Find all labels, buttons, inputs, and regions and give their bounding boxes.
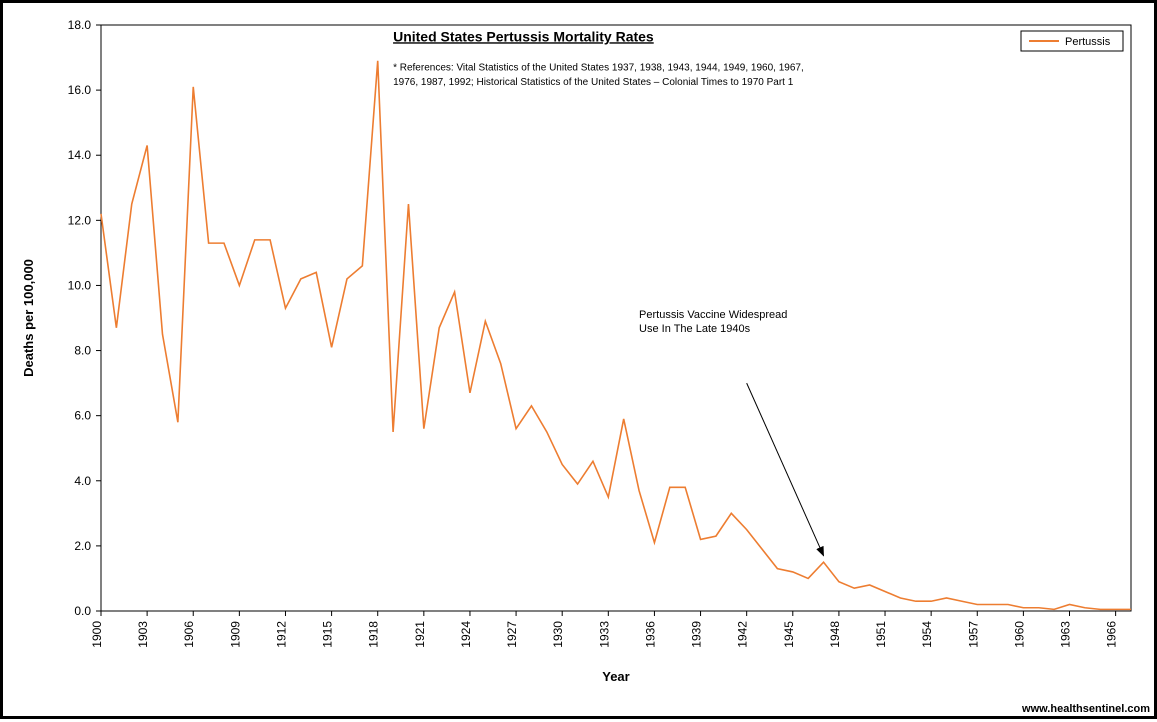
chart-frame: 0.0 2.0 4.0 6.0 8.0 10.0 12.0 14.0 16.0 18.0 1900 1… (0, 0, 1157, 719)
chart-references-2: 1976, 1987, 1992; Historical Statistics … (393, 77, 794, 88)
plot-area (101, 25, 1131, 611)
chart-title: United States Pertussis Mortality Rates (393, 28, 654, 44)
x-tick-label: 1912 (274, 621, 288, 648)
x-tick-label: 1930 (551, 621, 565, 648)
y-tick-label: 16.0 (68, 83, 92, 97)
y-tick-label: 6.0 (74, 409, 91, 423)
x-tick-label: 1942 (736, 621, 750, 648)
y-tick-label: 18.0 (68, 18, 92, 32)
x-tick-label: 1948 (828, 621, 842, 648)
legend-label: Pertussis (1065, 36, 1111, 48)
y-tick-label: 4.0 (74, 474, 91, 488)
chart-references-1: * References: Vital Statistics of the Un… (393, 63, 804, 74)
series-line-pertussis (101, 61, 1131, 610)
x-tick-label: 1954 (920, 621, 934, 648)
source-attribution: www.healthsentinel.com (1021, 703, 1150, 715)
x-tick-label: 1906 (182, 621, 196, 648)
x-tick-label: 1960 (1012, 621, 1026, 648)
annotation-text-2: Use In The Late 1940s (639, 323, 751, 335)
y-tick-label: 2.0 (74, 539, 91, 553)
x-tick-label: 1903 (136, 621, 150, 648)
y-tick-label: 0.0 (74, 604, 91, 618)
chart-svg: 0.0 2.0 4.0 6.0 8.0 10.0 12.0 14.0 16.0 18.0 1900 1… (3, 3, 1157, 722)
x-tick-label: 1915 (321, 621, 335, 648)
annotation-arrow (747, 383, 824, 556)
x-tick-label: 1945 (782, 621, 796, 648)
x-tick-label: 1966 (1105, 621, 1119, 648)
y-tick-label: 8.0 (74, 344, 91, 358)
y-tick-label: 12.0 (68, 213, 92, 227)
x-tick-label: 1927 (505, 621, 519, 648)
annotation-text-1: Pertussis Vaccine Widespread (639, 309, 787, 321)
x-tick-label: 1918 (367, 621, 381, 648)
x-tick-label: 1963 (1059, 621, 1073, 648)
y-tick-label: 10.0 (68, 278, 92, 292)
y-axis-title: Deaths per 100,000 (21, 259, 36, 377)
y-tick-label: 14.0 (68, 148, 92, 162)
x-tick-label: 1924 (459, 621, 473, 648)
chart-container: 0.0 2.0 4.0 6.0 8.0 10.0 12.0 14.0 16.0 18.0 1900 1… (3, 3, 1154, 716)
x-tick-label: 1951 (874, 621, 888, 648)
x-tick-label: 1936 (643, 621, 657, 648)
x-tick-label: 1909 (228, 621, 242, 648)
x-tick-label: 1933 (597, 621, 611, 648)
x-tick-label: 1921 (413, 621, 427, 648)
x-axis-title: Year (602, 669, 629, 684)
x-tick-label: 1900 (90, 621, 104, 648)
x-tick-label: 1939 (690, 621, 704, 648)
x-tick-label: 1957 (966, 621, 980, 648)
